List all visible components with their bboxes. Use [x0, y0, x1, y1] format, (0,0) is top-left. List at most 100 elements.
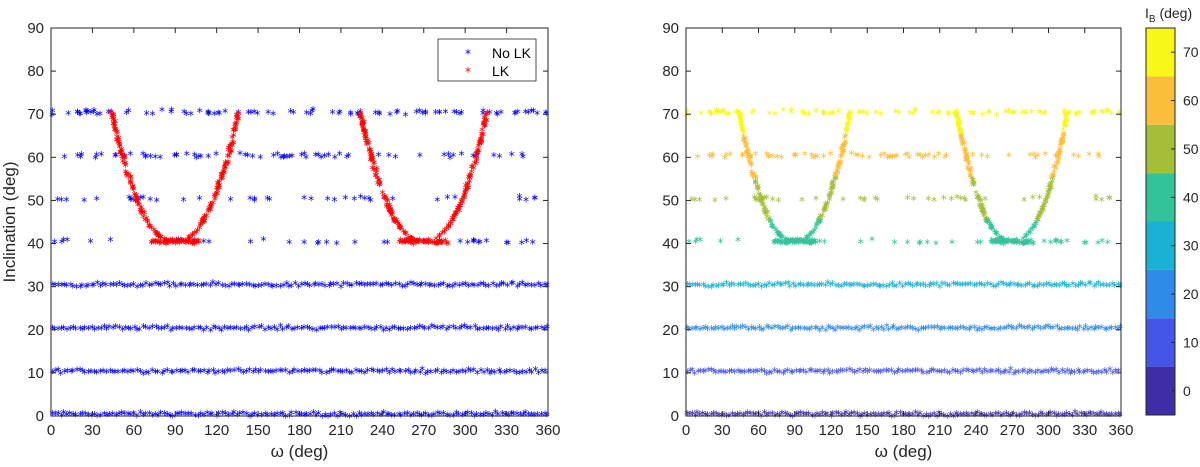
lk-point: *: [138, 202, 144, 216]
lk-point: *: [359, 117, 365, 131]
ib-point: *: [1075, 365, 1081, 379]
lk-point: *: [126, 169, 132, 183]
ib-point: *: [993, 366, 999, 380]
lk-point: *: [434, 238, 440, 252]
lk-point: *: [457, 199, 463, 213]
no-lk-point: *: [313, 149, 319, 163]
ib-point: *: [766, 322, 772, 336]
x-tick-label: 30: [714, 422, 731, 439]
no-lk-point: *: [229, 279, 235, 293]
lk-point: *: [139, 208, 145, 222]
no-lk-point: *: [411, 278, 417, 292]
no-lk-point: *: [142, 322, 148, 336]
ib-point: *: [843, 407, 849, 421]
ib-point: *: [875, 366, 881, 380]
no-lk-point: *: [392, 278, 398, 292]
lk-point: *: [479, 129, 485, 143]
no-lk-point: *: [55, 324, 61, 338]
lk-point: *: [216, 182, 222, 196]
no-lk-point: *: [311, 407, 317, 421]
no-lk-point: *: [320, 411, 326, 425]
lk-point: *: [214, 186, 220, 200]
lk-point: *: [367, 150, 373, 164]
no-lk-point: *: [259, 280, 265, 294]
ib-point: *: [1045, 187, 1051, 201]
no-lk-point: *: [454, 367, 460, 381]
ib-point: *: [1030, 192, 1036, 206]
ib-point: *: [775, 321, 781, 335]
lk-point: *: [127, 172, 133, 186]
no-lk-point: *: [441, 278, 447, 292]
ib-point: *: [933, 238, 939, 252]
lk-point: *: [121, 153, 127, 167]
lk-point: *: [132, 191, 138, 205]
no-lk-point: *: [227, 322, 233, 336]
no-lk-point: *: [263, 366, 269, 380]
ib-point: *: [802, 149, 808, 163]
no-lk-point: *: [126, 192, 132, 206]
y-tick-label: 50: [27, 192, 44, 209]
ib-point: *: [840, 366, 846, 380]
no-lk-point: *: [142, 151, 148, 165]
no-lk-point: *: [287, 151, 293, 165]
ib-point: *: [1035, 366, 1041, 380]
ib-point: *: [769, 408, 775, 422]
no-lk-point: *: [271, 410, 277, 424]
no-lk-point: *: [127, 194, 133, 208]
no-lk-point: *: [480, 108, 486, 122]
lk-point: *: [376, 175, 382, 189]
lk-point: *: [227, 145, 233, 159]
no-lk-point: *: [533, 364, 539, 378]
no-lk-point: *: [240, 279, 246, 293]
lk-point: *: [367, 144, 373, 158]
no-lk-point: *: [79, 149, 85, 163]
ib-point: *: [697, 366, 703, 380]
y-tick-label: 80: [662, 63, 679, 80]
ib-point: *: [690, 280, 696, 294]
lk-point: *: [117, 148, 123, 162]
no-lk-point: *: [358, 410, 364, 424]
no-lk-point: *: [383, 279, 389, 293]
y-tick-label: 0: [671, 408, 679, 425]
ib-point: *: [745, 366, 751, 380]
no-lk-point: *: [532, 193, 538, 207]
ib-point: *: [1080, 367, 1086, 381]
lk-point: *: [368, 154, 374, 168]
ib-point: *: [993, 110, 999, 124]
lk-point: *: [208, 201, 214, 215]
lk-point: *: [435, 238, 441, 252]
no-lk-point: *: [304, 108, 310, 122]
no-lk-point: *: [307, 365, 313, 379]
lk-point: *: [200, 217, 206, 231]
lk-point: *: [480, 119, 486, 133]
y-tick-label: 50: [662, 192, 679, 209]
ib-point: *: [1029, 238, 1035, 252]
lk-point: *: [358, 112, 364, 126]
lk-point: *: [459, 195, 465, 209]
lk-point: *: [154, 228, 160, 242]
lk-point: *: [392, 216, 398, 230]
no-lk-point: *: [314, 325, 320, 339]
ib-point: *: [989, 410, 995, 424]
ib-point: *: [984, 322, 990, 336]
ib-point: *: [905, 365, 911, 379]
no-lk-point: *: [249, 322, 255, 336]
no-lk-point: *: [420, 322, 426, 336]
lk-point: *: [134, 194, 140, 208]
lk-point: *: [483, 115, 489, 129]
ib-point: *: [1059, 365, 1065, 379]
ib-point: *: [948, 193, 954, 207]
no-lk-point: *: [257, 152, 263, 166]
ib-point: *: [905, 193, 911, 207]
no-lk-point: *: [108, 106, 114, 120]
no-lk-point: *: [94, 109, 100, 123]
lk-point: *: [436, 237, 442, 251]
ib-point: *: [833, 408, 839, 422]
ib-point: *: [963, 324, 969, 338]
lk-point: *: [473, 158, 479, 172]
no-lk-point: *: [503, 324, 509, 338]
no-lk-point: *: [451, 106, 457, 120]
no-lk-point: *: [213, 149, 219, 163]
lk-point: *: [150, 237, 156, 251]
no-lk-point: *: [288, 407, 294, 421]
